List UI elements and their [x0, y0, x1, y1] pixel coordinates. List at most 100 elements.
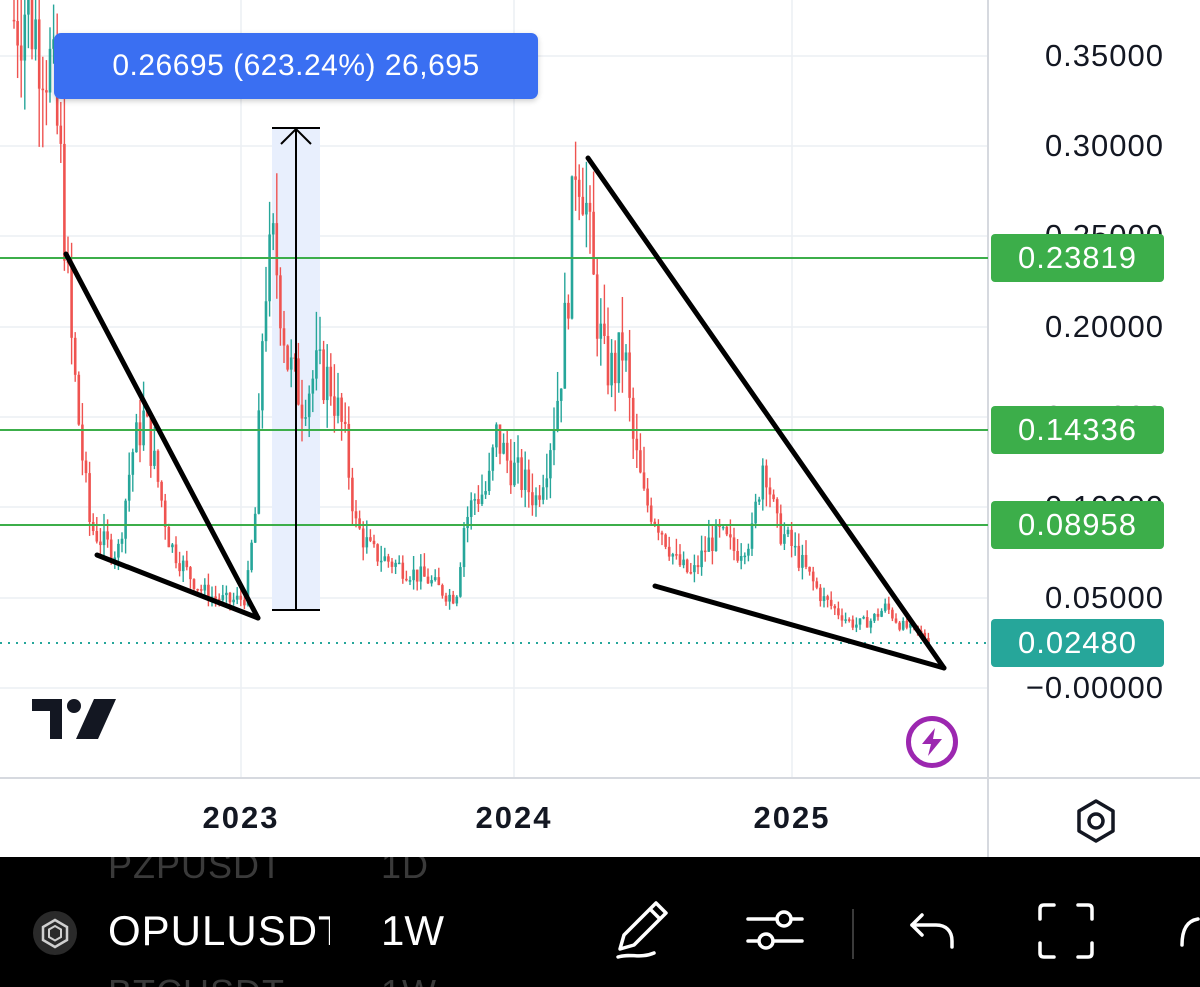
- candle-body-69: [261, 341, 264, 411]
- candle-body-0: [12, 19, 16, 22]
- candle-body-113: [419, 566, 423, 582]
- candle-body-232: [847, 619, 851, 621]
- candle-body-67: [253, 513, 257, 543]
- candle-body-10: [48, 48, 52, 93]
- price-tick-6: 0.05000: [1044, 580, 1164, 615]
- candle-body-164: [603, 323, 606, 336]
- candle-body-187: [685, 559, 689, 573]
- candle-body-215: [786, 529, 790, 535]
- candle-body-127: [469, 500, 473, 517]
- fullscreen-icon[interactable]: [1036, 901, 1096, 966]
- candle-body-24: [99, 541, 102, 546]
- candle-body-210: [768, 487, 772, 495]
- price-chart[interactable]: [0, 0, 1200, 857]
- candle-body-192: [703, 550, 707, 553]
- candle-body-238: [869, 620, 873, 628]
- candle-body-214: [783, 534, 786, 544]
- trendline-1: [94, 552, 261, 621]
- candle-body-33: [131, 452, 135, 475]
- candle-body-216: [790, 529, 793, 546]
- level-tag-2: 0.08958: [991, 501, 1164, 549]
- candle-body-249: [909, 623, 912, 628]
- candle-body-242: [883, 603, 887, 611]
- candle-body-227: [829, 599, 833, 606]
- candle-body-129: [477, 499, 480, 505]
- candle-body-71: [268, 234, 271, 302]
- chart-area[interactable]: 0.35000 0.30000 0.25000 0.20000 0.15000 …: [0, 0, 1200, 857]
- candle-body-79: [297, 358, 300, 405]
- candle-body-1: [16, 21, 19, 46]
- candle-body-72: [271, 223, 275, 235]
- candle-body-125: [462, 528, 466, 568]
- candle-body-222: [811, 571, 815, 582]
- candle-body-194: [711, 537, 714, 551]
- candle-body-181: [664, 534, 667, 547]
- candle-body-239: [873, 613, 876, 621]
- candle-body-97: [361, 528, 365, 548]
- trendline-3: [652, 583, 947, 671]
- candle-body-226: [826, 596, 829, 600]
- more-partial-icon[interactable]: [1178, 915, 1200, 960]
- settings-hexagon-icon[interactable]: [1073, 798, 1119, 849]
- candle-body-173: [635, 438, 639, 451]
- candle-body-149: [549, 450, 552, 479]
- candle-body-111: [412, 569, 415, 581]
- undo-icon[interactable]: [906, 909, 956, 960]
- candle-body-131: [484, 491, 487, 495]
- symbol-logo-icon[interactable]: [32, 910, 78, 961]
- candle-body-235: [858, 618, 862, 625]
- candle-body-186: [682, 559, 685, 566]
- candle-body-82: [307, 393, 311, 418]
- candle-body-166: [610, 352, 613, 386]
- candle-body-95: [354, 511, 358, 519]
- bottom-toolbar: PZPUSDT 1D BTCUSDT 1W OPULUSDT 1W: [0, 857, 1200, 987]
- candle-body-45: [174, 544, 178, 564]
- interval-selector[interactable]: 1W: [381, 907, 444, 954]
- candle-body-169: [621, 332, 624, 361]
- candle-body-248: [905, 620, 909, 628]
- candle-body-117: [433, 577, 437, 581]
- candle-body-50: [192, 579, 196, 589]
- candle-body-218: [797, 545, 801, 568]
- candle-body-254: [927, 638, 930, 644]
- measure-arrow-head: [280, 127, 312, 145]
- candle-body-147: [541, 487, 545, 500]
- candle-body-20: [84, 460, 88, 474]
- candle-body-18: [77, 374, 81, 425]
- candle-body-101: [376, 544, 379, 562]
- candle-body-47: [181, 560, 185, 572]
- candle-body-138: [509, 460, 513, 486]
- indicators-sliders-icon[interactable]: [744, 901, 808, 962]
- candle-body-184: [675, 554, 678, 556]
- candle-body-199: [729, 534, 732, 538]
- candle-body-153: [563, 302, 567, 389]
- candle-body-32: [127, 474, 131, 501]
- candle-body-89: [333, 396, 336, 416]
- candle-body-168: [617, 332, 621, 384]
- candle-body-84: [315, 350, 318, 379]
- price-tick-7: −0.00000: [1025, 670, 1164, 705]
- candle-body-105: [390, 561, 394, 567]
- time-label-2024: 2024: [475, 800, 553, 835]
- symbol-name[interactable]: OPULUSDT: [108, 907, 330, 954]
- candle-body-93: [347, 423, 351, 478]
- candle-body-203: [743, 555, 747, 558]
- candle-body-37: [145, 410, 149, 417]
- candle-body-172: [631, 397, 635, 439]
- candle-body-241: [880, 610, 883, 617]
- candle-body-106: [394, 562, 397, 567]
- toolbar-divider: [852, 909, 854, 959]
- candle-body-7: [37, 19, 41, 89]
- draw-pen-icon[interactable]: [610, 897, 674, 966]
- candle-body-190: [696, 565, 700, 568]
- candle-body-130: [480, 494, 484, 505]
- candle-body-107: [397, 562, 401, 565]
- tradingview-logo-icon: [32, 697, 118, 746]
- candle-body-207: [757, 499, 761, 502]
- candle-body-231: [844, 619, 847, 621]
- lightning-icon[interactable]: [906, 716, 958, 768]
- candle-body-46: [178, 563, 181, 572]
- candle-body-6: [34, 19, 37, 50]
- candle-body-185: [678, 554, 682, 566]
- candle-body-209: [765, 465, 768, 488]
